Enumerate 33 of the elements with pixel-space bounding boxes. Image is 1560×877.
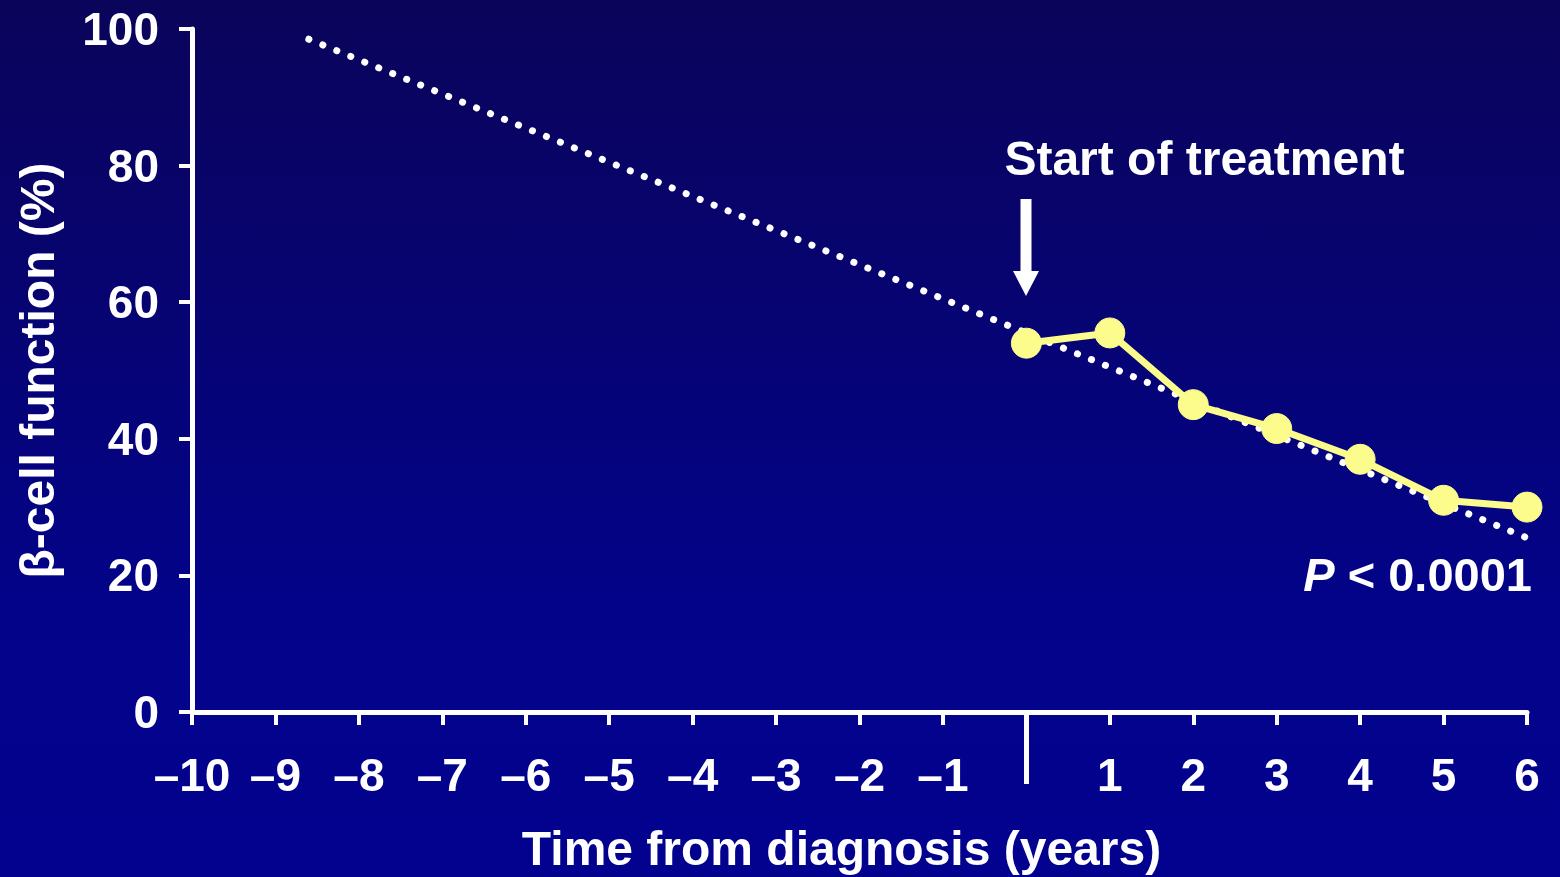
point: [1261, 413, 1293, 445]
x-tick-label: –5: [583, 749, 635, 801]
point: [1094, 317, 1126, 349]
x-tick-label: –3: [750, 749, 802, 801]
y-axis-title: β-cell function (%): [10, 162, 64, 579]
y-tick-label: 40: [107, 412, 159, 465]
annotation: P < 0.0001: [1303, 548, 1532, 601]
point: [1344, 443, 1376, 475]
x-tick-label: –6: [500, 749, 552, 801]
y-tick-label: 20: [107, 549, 159, 602]
x-tick-label: 3: [1263, 749, 1290, 801]
x-tick-label: –7: [416, 749, 468, 801]
x-axis-title: Time from diagnosis (years): [521, 821, 1162, 875]
point: [1511, 491, 1543, 523]
x-tick-label: –4: [667, 749, 719, 801]
y-tick-label: 100: [82, 3, 159, 55]
x-tick-label: –8: [333, 749, 385, 801]
x-tick-label: 2: [1180, 749, 1207, 801]
x-tick-label: –1: [917, 749, 969, 801]
y-tick-label: 60: [107, 276, 159, 329]
y-tick-label: 80: [107, 139, 159, 192]
x-tick-label: –9: [249, 749, 302, 801]
x-tick-label: –2: [833, 749, 886, 801]
point: [1428, 484, 1460, 516]
y-tick-label: 0: [133, 686, 159, 738]
x-tick-label: 6: [1514, 749, 1540, 801]
x-tick-label: 5: [1430, 749, 1457, 801]
x-tick-label: 1: [1097, 749, 1123, 801]
point: [1010, 327, 1042, 359]
x-tick-label: –10: [153, 749, 231, 801]
annotation: Start of treatment: [1004, 132, 1405, 185]
point: [1177, 389, 1209, 421]
x-tick-label: 4: [1347, 749, 1374, 801]
